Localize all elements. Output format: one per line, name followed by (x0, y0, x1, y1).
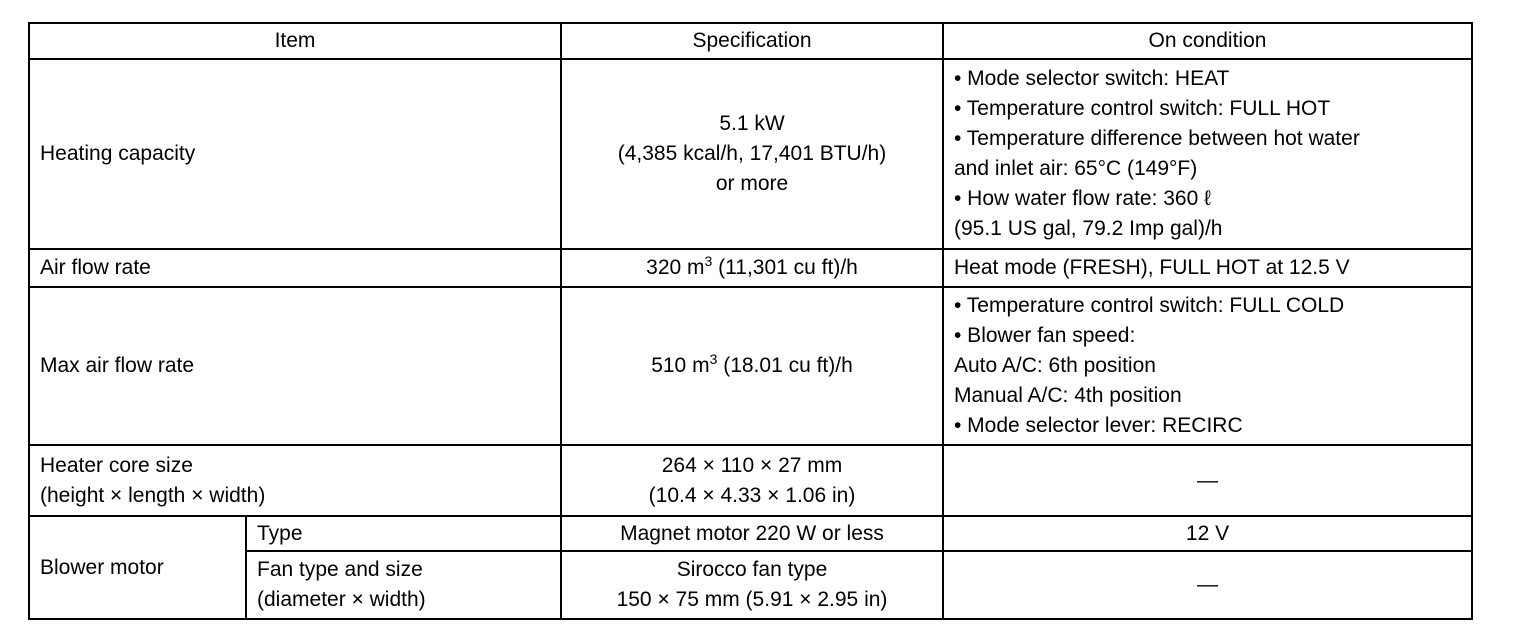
item-line: Fan type and size (257, 558, 423, 581)
item-cell: Air flow rate (28, 248, 562, 288)
spec-line: Sirocco fan type (676, 558, 828, 581)
condition-line: • Temperature control switch: FULL COLD (954, 294, 1345, 317)
condition-cell: • Mode selector switch: HEAT • Temperatu… (942, 58, 1473, 250)
condition-cell: — (942, 550, 1473, 620)
condition-line: • Temperature control switch: FULL HOT (954, 97, 1331, 120)
condition-cell: • Temperature control switch: FULL COLD … (942, 286, 1473, 446)
item-line: (height × length × width) (40, 483, 266, 507)
spec-text: (11,301 cu ft)/h (712, 256, 858, 279)
header-specification: Specification (560, 22, 944, 60)
table-row: Blower motor Type Magnet motor 220 W or … (28, 515, 1473, 620)
condition-line: • How water flow rate: 360 ℓ (954, 187, 1211, 210)
condition-line: • Mode selector lever: RECIRC (954, 414, 1243, 437)
specification-table: Item Specification On condition Heating … (28, 22, 1473, 620)
spec-cell: 320 m3 (11,301 cu ft)/h (560, 248, 944, 288)
condition-line: • Mode selector switch: HEAT (954, 67, 1230, 90)
condition-line: Manual A/C: 4th position (954, 384, 1182, 407)
spec-cell: 510 m3 (18.01 cu ft)/h (560, 286, 944, 446)
item-line: Heater core size (40, 453, 193, 477)
item-cell: Heating capacity (28, 58, 562, 250)
spec-text: (18.01 cu ft)/h (717, 354, 853, 377)
spec-line: 264 × 110 × 27 mm (661, 453, 843, 477)
condition-line: and inlet air: 65°C (149°F) (954, 157, 1198, 180)
header-item: Item (28, 22, 562, 60)
item-cell: Max air flow rate (28, 286, 562, 446)
condition-line: • Blower fan speed: (954, 324, 1136, 347)
condition-cell: 12 V (942, 515, 1473, 552)
spec-cell: 264 × 110 × 27 mm (10.4 × 4.33 × 1.06 in… (560, 444, 944, 517)
header-row: Item Specification On condition (28, 22, 1473, 60)
superscript: 3 (704, 253, 713, 269)
condition-cell: Heat mode (FRESH), FULL HOT at 12.5 V (942, 248, 1473, 288)
condition-line: Auto A/C: 6th position (954, 354, 1156, 377)
spec-line: 150 × 75 mm (5.91 × 2.95 in) (616, 588, 888, 611)
condition-line: (95.1 US gal, 79.2 Imp gal)/h (954, 217, 1223, 240)
table-row: Heater core size (height × length × widt… (28, 444, 1473, 517)
table-row: Max air flow rate 510 m3 (18.01 cu ft)/h… (28, 286, 1473, 446)
spec-cell: Sirocco fan type 150 × 75 mm (5.91 × 2.9… (560, 550, 944, 620)
superscript: 3 (709, 351, 718, 367)
spec-line: (10.4 × 4.33 × 1.06 in) (648, 483, 856, 507)
spec-line: or more (715, 172, 789, 195)
header-on-condition: On condition (942, 22, 1473, 60)
table-row: Heating capacity 5.1 kW (4,385 kcal/h, 1… (28, 58, 1473, 250)
subitem-cell: Fan type and size (diameter × width) (245, 550, 562, 620)
spec-text: 320 m (646, 256, 705, 279)
table-row: Fan type and size (diameter × width) Sir… (29, 550, 1473, 620)
subitem-cell: Type (245, 515, 562, 552)
item-cell: Heater core size (height × length × widt… (28, 444, 562, 517)
spec-cell: 5.1 kW (4,385 kcal/h, 17,401 BTU/h) or m… (560, 58, 944, 250)
condition-line: • Temperature difference between hot wat… (954, 127, 1360, 150)
spec-line: (4,385 kcal/h, 17,401 BTU/h) (617, 142, 887, 165)
item-cell: Blower motor (28, 515, 247, 620)
item-line: (diameter × width) (257, 588, 426, 611)
spec-cell: Magnet motor 220 W or less (560, 515, 944, 552)
table-row: Air flow rate 320 m3 (11,301 cu ft)/h He… (28, 248, 1473, 288)
condition-cell: — (942, 444, 1473, 517)
spec-text: 510 m (651, 354, 710, 377)
spec-line: 5.1 kW (719, 112, 785, 135)
